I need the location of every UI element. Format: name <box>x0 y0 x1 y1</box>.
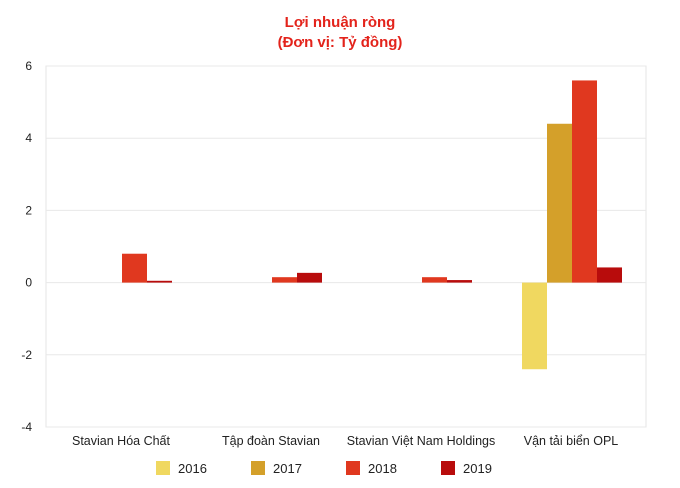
x-category-label: Stavian Hóa Chất <box>72 434 171 448</box>
y-tick-label: -2 <box>21 348 32 362</box>
bar-2019 <box>447 280 472 283</box>
y-tick-label: 4 <box>25 131 32 145</box>
legend-swatch-2018 <box>346 461 360 475</box>
legend-swatch-2016 <box>156 461 170 475</box>
bar-2019 <box>597 267 622 283</box>
bar-2018 <box>272 277 297 283</box>
x-category-label: Vận tải biển OPL <box>524 434 619 448</box>
bar-2018 <box>572 80 597 283</box>
bar-2018 <box>422 277 447 283</box>
legend-label: 2017 <box>273 461 302 476</box>
y-tick-label: 0 <box>25 276 32 290</box>
bar-2018 <box>122 253 147 283</box>
x-category-label: Tập đoàn Stavian <box>222 434 320 448</box>
x-category-label: Stavian Việt Nam Holdings <box>347 434 495 448</box>
legend-label: 2016 <box>178 461 207 476</box>
legend-swatch-2017 <box>251 461 265 475</box>
legend-swatch-2019 <box>441 461 455 475</box>
y-tick-label: 6 <box>25 59 32 73</box>
y-tick-label: 2 <box>25 203 32 217</box>
bar-2016 <box>522 282 547 370</box>
legend-label: 2018 <box>368 461 397 476</box>
chart-title: Lợi nhuận ròng <box>284 14 396 31</box>
y-tick-label: -4 <box>21 420 32 434</box>
chart-subtitle: (Đơn vị: Tỷ đồng) <box>277 34 403 51</box>
legend-label: 2019 <box>463 461 492 476</box>
bar-2019 <box>147 280 172 283</box>
bar-2019 <box>297 272 322 283</box>
bar-2017 <box>547 123 572 283</box>
